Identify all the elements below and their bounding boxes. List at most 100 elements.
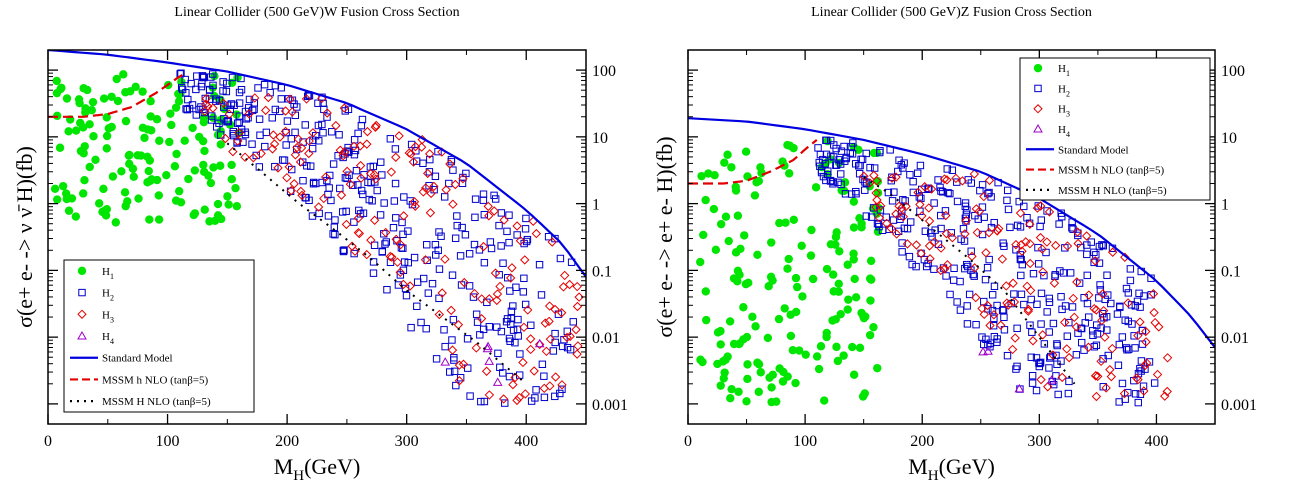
data-point-square [464,364,472,372]
data-point-circle [739,303,748,312]
data-point-circle [171,103,181,112]
data-point-diamond [458,173,468,184]
data-point-circle [797,241,806,250]
data-point-diamond [365,168,376,179]
data-point-diamond [871,202,881,212]
data-point-square [899,196,907,204]
data-point-diamond [355,160,366,171]
x-tick-label: 100 [156,433,180,450]
data-point-diamond [1098,289,1108,299]
data-point-diamond [1003,300,1014,310]
data-point-diamond [208,103,218,113]
data-point-diamond [512,221,522,231]
data-point-square [934,176,942,184]
data-point-circle [162,170,171,180]
data-point-square [1136,303,1144,311]
data-point-square [1113,310,1122,318]
data-point-square [473,318,482,326]
data-point-circle [701,195,710,205]
data-point-square [462,169,470,178]
data-point-diamond [550,304,560,315]
data-point-diamond [484,211,494,221]
data-point-diamond [260,105,271,116]
data-point-circle [85,162,94,172]
data-point-circle [145,156,155,165]
data-point-diamond [292,142,302,153]
data-point-circle [857,223,866,232]
y-tick-label: 0.001 [592,397,628,414]
data-point-diamond [459,277,469,288]
data-point-square [969,270,977,279]
data-point-square [188,101,197,109]
data-point-diamond [1139,386,1149,396]
data-point-square [1017,255,1025,264]
data-point-diamond [935,265,946,276]
data-point-diamond [1023,306,1034,316]
data-point-square [495,221,503,230]
data-point-circle [767,383,776,392]
data-point-circle [232,202,242,211]
y-tick-label: 100 [1221,63,1245,80]
data-point-square [217,131,225,139]
data-point-diamond [234,128,244,138]
data-point-diamond [941,228,952,239]
data-point-square [821,160,829,168]
data-point-square [469,293,478,301]
data-point-circle [839,351,848,360]
data-point-diamond [1093,371,1103,382]
data-point-diamond [322,108,332,118]
data-point-square [494,349,502,358]
data-point-square [344,105,353,114]
data-point-square [962,210,970,219]
data-point-diamond [961,215,971,226]
data-point-square [509,302,517,310]
data-point-square [1068,224,1076,232]
legend-label: H2 [102,288,114,303]
data-point-diamond [395,267,405,278]
data-point-square [466,392,474,400]
data-point-diamond [1028,336,1038,346]
data-point-square [1003,351,1012,360]
data-point-diamond [1015,208,1026,218]
data-point-circle [198,136,208,146]
data-point-square [350,249,358,258]
data-point-diamond [450,179,461,190]
data-point-circle [743,374,752,384]
data-point-square [566,345,575,354]
data-point-square [177,84,186,92]
data-point-square [887,177,895,185]
data-point-square [1015,197,1023,206]
data-point-circle [102,131,112,141]
data-point-square [479,196,488,204]
data-point-circle [78,189,88,198]
data-point-square [512,283,520,291]
data-point-diamond [286,185,296,196]
data-point-diamond [296,186,306,197]
data-point-square [1090,248,1098,257]
data-point-square [1023,214,1031,222]
data-point-square [417,318,425,327]
data-point-circle [786,331,796,341]
data-point-square [480,211,489,219]
data-point-square [244,113,252,122]
data-point-square [971,211,979,220]
data-point-square [336,184,344,193]
data-point-circle [731,182,740,192]
data-point-diamond [1025,219,1035,229]
data-point-diamond [387,252,397,262]
data-point-square [1036,358,1045,367]
data-point-diamond [371,120,381,131]
data-point-square [1130,332,1138,340]
data-point-diamond [418,187,429,197]
data-point-square [1096,281,1104,289]
data-point-square [496,363,504,372]
data-point-diamond [872,195,882,205]
data-point-circle [808,274,818,284]
data-point-diamond [972,227,983,238]
data-point-circle [200,146,209,156]
data-point-square [227,100,236,108]
data-point-diamond [529,366,539,376]
chart-right: Linear Collider (500 GeV)Z Fusion Cross … [640,0,1299,486]
data-point-diamond [508,379,518,390]
data-point-square [1042,248,1050,257]
